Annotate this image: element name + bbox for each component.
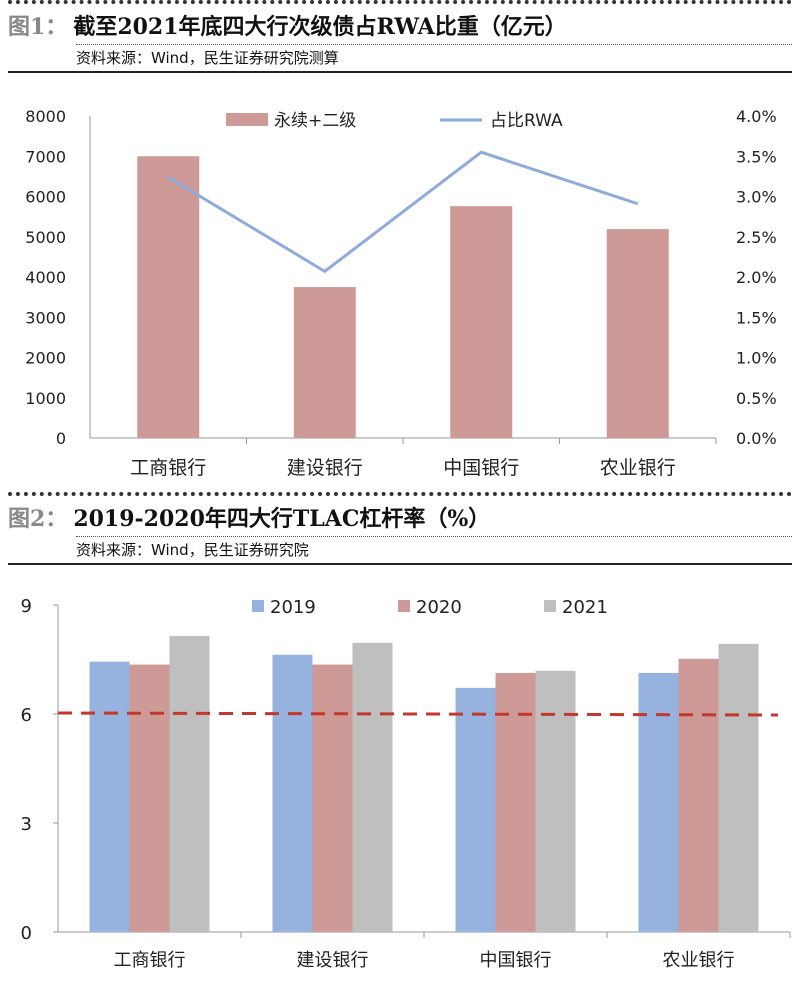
y2-tick-label: 2.0%: [736, 268, 777, 287]
y2-tick-label: 4.0%: [736, 107, 777, 126]
bar: [535, 670, 576, 932]
figure2-source: 资料来源：Wind，民生证券研究院: [76, 536, 792, 563]
x-tick-label: 工商银行: [114, 950, 186, 971]
y-tick-label: 0: [56, 429, 66, 448]
bar: [312, 664, 353, 932]
figure2-header: 图2： 2019-2020年四大行TLAC杠杆率（%） 资料来源：Wind，民生证…: [8, 492, 792, 565]
chart1: 0 1000 2000 3000 4000 5000 6000 7000 8000 0.0% 0.5…: [25, 107, 777, 479]
y-tick-label: 2000: [25, 349, 66, 368]
reference-line: [57, 711, 779, 717]
y-tick-label: 6: [21, 705, 32, 726]
legend-swatch: [252, 600, 264, 612]
bar: [450, 206, 513, 438]
legend-label: 占比RWA: [490, 111, 563, 131]
y-tick-label: 6000: [25, 188, 66, 207]
x-tick-label: 中国银行: [443, 457, 519, 479]
figure2-title: 2019-2020年四大行TLAC杠杆率（%）: [73, 506, 491, 532]
line-series: [167, 150, 639, 274]
bar: [129, 664, 170, 932]
x-tick-label: 农业银行: [600, 457, 676, 479]
bar: [638, 672, 679, 932]
y-tick-label: 3000: [25, 308, 66, 327]
legend-swatch: [544, 600, 556, 612]
y2-tick-label: 3.5%: [736, 147, 777, 166]
bar: [137, 156, 200, 438]
legend-label: 2021: [562, 597, 608, 618]
y-tick-label: 3: [21, 814, 32, 835]
y-tick-label: 9: [21, 596, 32, 617]
figure1-title: 截至2021年底四大行次级债占RWA比重（亿元）: [73, 14, 567, 40]
x-tick-label: 工商银行: [130, 457, 206, 479]
bar: [718, 643, 759, 932]
y-tick-label: 7000: [25, 147, 66, 166]
y2-tick-label: 1.5%: [736, 308, 777, 327]
y2-tick-label: 1.0%: [736, 349, 777, 368]
y2-tick-label: 0.0%: [736, 429, 777, 448]
legend-label: 2020: [416, 597, 462, 618]
bar: [169, 635, 210, 932]
legend-swatch: [398, 600, 410, 612]
figure2-label: 图2：: [8, 506, 68, 532]
x-tick-label: 建设银行: [297, 950, 369, 971]
bar: [293, 287, 356, 438]
x-tick-label: 农业银行: [663, 950, 735, 971]
y-tick-label: 5000: [25, 228, 66, 247]
figure1-source: 资料来源：Wind，民生证券研究院测算: [76, 44, 792, 71]
y-tick-label: 0: [21, 923, 32, 944]
legend-label: 永续+二级: [274, 111, 356, 131]
bar: [89, 661, 130, 932]
legend-label: 2019: [270, 597, 316, 618]
bar: [272, 654, 313, 932]
bar: [495, 672, 536, 932]
x-tick-label: 中国银行: [480, 950, 552, 971]
bar: [606, 229, 669, 438]
y2-tick-label: 2.5%: [736, 228, 777, 247]
bar: [455, 687, 496, 932]
y2-tick-label: 3.0%: [736, 188, 777, 207]
figure1-label: 图1：: [8, 14, 68, 40]
legend-swatch: [226, 113, 268, 126]
y2-tick-label: 0.5%: [736, 389, 777, 408]
figure1-header: 图1： 截至2021年底四大行次级债占RWA比重（亿元） 资料来源：Wind，民生…: [8, 0, 792, 73]
bar: [678, 658, 719, 932]
y-tick-label: 4000: [25, 268, 66, 287]
bar: [352, 642, 393, 932]
y-tick-label: 8000: [25, 107, 66, 126]
x-tick-label: 建设银行: [287, 457, 363, 479]
y-tick-label: 1000: [25, 389, 66, 408]
